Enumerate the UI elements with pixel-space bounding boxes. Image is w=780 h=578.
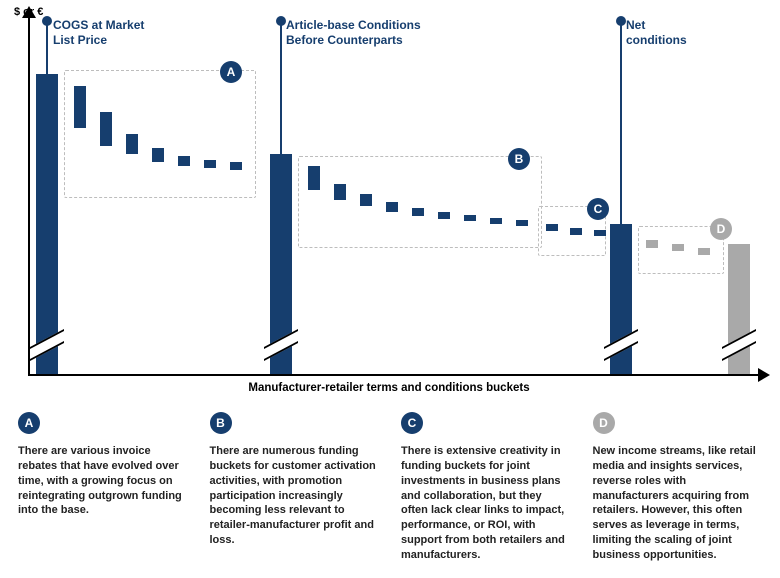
note-text: There are various invoice rebates that h… <box>18 444 188 518</box>
group-a-box <box>64 70 256 198</box>
x-axis-arrow <box>758 368 770 382</box>
group-c-step-bar <box>570 228 582 235</box>
note-badge: D <box>593 412 615 434</box>
group-b-step-bar <box>334 184 346 200</box>
header-pin <box>46 20 48 78</box>
group-d-step-bar <box>646 240 658 248</box>
note-text: There is extensive creativity in funding… <box>401 444 571 563</box>
header-label: COGS at MarketList Price <box>53 18 144 48</box>
header-label: Netconditions <box>626 18 687 48</box>
group-a-step-bar <box>100 112 112 146</box>
group-a-step-bar <box>74 86 86 128</box>
group-a-step-bar <box>230 162 242 170</box>
group-a-step-bar <box>204 160 216 168</box>
group-b-badge: B <box>508 148 530 170</box>
group-c-badge: C <box>587 198 609 220</box>
note-column: C There is extensive creativity in fundin… <box>401 412 571 563</box>
note-text: New income streams, like retail media an… <box>593 444 763 563</box>
x-axis-label: Manufacturer-retailer terms and conditio… <box>18 382 760 394</box>
note-column: B There are numerous funding buckets for … <box>210 412 380 563</box>
pillar-bar <box>36 74 58 374</box>
group-a-badge: A <box>220 61 242 83</box>
group-b-step-bar <box>516 220 528 226</box>
note-column: D New income streams, like retail media a… <box>593 412 763 563</box>
notes-row: A There are various invoice rebates that … <box>18 412 762 563</box>
group-a-step-bar <box>178 156 190 166</box>
y-axis-arrow <box>22 6 36 18</box>
group-b-step-bar <box>360 194 372 206</box>
group-b-step-bar <box>386 202 398 212</box>
group-b-step-bar <box>438 212 450 219</box>
header-pin <box>620 20 622 238</box>
header-label: Article-base ConditionsBefore Counterpar… <box>286 18 421 48</box>
group-c-step-bar <box>546 224 558 231</box>
group-b-step-bar <box>412 208 424 216</box>
group-a-step-bar <box>152 148 164 162</box>
group-b-step-bar <box>490 218 502 224</box>
group-d-step-bar <box>672 244 684 251</box>
group-a-step-bar <box>126 134 138 154</box>
group-d-badge: D <box>710 218 732 240</box>
note-text: There are numerous funding buckets for c… <box>210 444 380 548</box>
note-column: A There are various invoice rebates that … <box>18 412 188 563</box>
group-c-step-bar <box>594 230 606 236</box>
note-badge: C <box>401 412 423 434</box>
group-b-box <box>298 156 542 248</box>
header-pin <box>280 20 282 158</box>
group-b-step-bar <box>464 215 476 221</box>
waterfall-chart: $ or € COGS at MarketList PriceArticle-b… <box>18 8 762 383</box>
note-badge: A <box>18 412 40 434</box>
note-badge: B <box>210 412 232 434</box>
x-axis <box>28 374 760 376</box>
group-d-step-bar <box>698 248 710 255</box>
group-b-step-bar <box>308 166 320 190</box>
y-axis <box>28 14 30 374</box>
